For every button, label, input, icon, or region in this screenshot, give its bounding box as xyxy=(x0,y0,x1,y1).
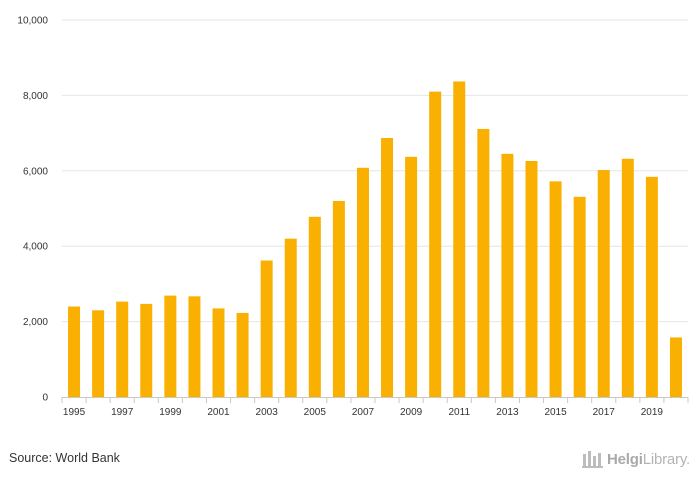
logo-bold-part: Helgi xyxy=(607,450,643,468)
bar-2015[interactable] xyxy=(549,181,562,397)
bar-2001[interactable] xyxy=(212,308,225,397)
x-axis: 1995 1997 1999 2001 2003 2005 2007 2009 2011 2013… xyxy=(61,397,689,418)
bar-1997[interactable] xyxy=(116,301,129,397)
x-tick-label: 2001 xyxy=(207,407,230,418)
bar-1998[interactable] xyxy=(140,303,153,397)
logo-wordmark: HelgiLibrary. xyxy=(607,451,690,468)
logo-light-part: Library. xyxy=(642,450,691,468)
x-tick-label: 2003 xyxy=(256,407,279,418)
bar-2010[interactable] xyxy=(429,91,442,397)
x-tick-label: 2007 xyxy=(352,407,375,418)
bar-1996[interactable] xyxy=(92,310,105,397)
x-tick-label: 2011 xyxy=(449,407,471,418)
y-axis: 0 2,000 4,000 6,000 8,000 10,000 xyxy=(17,16,48,404)
bar-2002[interactable] xyxy=(236,312,249,397)
bar-1995[interactable] xyxy=(68,306,81,397)
x-tick-label: 2015 xyxy=(544,407,567,418)
y-tick-label: 2,000 xyxy=(23,317,48,328)
x-tick-label: 2019 xyxy=(641,407,664,418)
bar-2012[interactable] xyxy=(477,128,490,397)
bar-chart: 0 2,000 4,000 6,000 8,000 10,000 1995 1997 1999… xyxy=(17,16,689,418)
bar-2016[interactable] xyxy=(573,196,586,397)
bar-1999[interactable] xyxy=(164,295,177,397)
bar-2014[interactable] xyxy=(525,160,538,397)
bar-2009[interactable] xyxy=(405,156,418,397)
chart-footer: Source: World Bank HelgiLibrary. xyxy=(0,440,700,483)
bar-2018[interactable] xyxy=(621,158,634,397)
bar-2017[interactable] xyxy=(597,170,610,397)
bar-2003[interactable] xyxy=(260,260,273,397)
y-tick-label: 0 xyxy=(42,393,48,404)
x-tick-label: 2013 xyxy=(496,407,519,418)
x-tick-label: 1997 xyxy=(111,407,134,418)
x-tick-label: 2009 xyxy=(400,407,423,418)
bar-2005[interactable] xyxy=(308,216,321,397)
x-tick-label: 2005 xyxy=(304,407,327,418)
bar-2019[interactable] xyxy=(645,176,658,397)
y-tick-label: 6,000 xyxy=(23,166,48,177)
y-tick-label: 10,000 xyxy=(17,16,48,27)
bar-2008[interactable] xyxy=(381,138,394,397)
bar-2013[interactable] xyxy=(501,153,514,397)
y-tick-label: 8,000 xyxy=(23,91,48,102)
bar-2006[interactable] xyxy=(332,200,345,397)
bar-2020[interactable] xyxy=(669,337,682,397)
bar-2011[interactable] xyxy=(453,81,466,398)
helgi-library-logo: HelgiLibrary. xyxy=(582,448,690,470)
bar-2007[interactable] xyxy=(356,167,369,397)
x-tick-label: 2017 xyxy=(593,407,616,418)
bars xyxy=(68,81,682,398)
x-tick-label: 1999 xyxy=(159,407,182,418)
bar-2000[interactable] xyxy=(188,296,201,397)
library-building-icon xyxy=(582,451,603,468)
bar-2004[interactable] xyxy=(284,238,297,397)
x-tick-label: 1995 xyxy=(63,407,86,418)
grid-lines xyxy=(62,19,688,323)
source-note: Source: World Bank xyxy=(9,451,120,465)
y-tick-label: 4,000 xyxy=(23,242,48,253)
